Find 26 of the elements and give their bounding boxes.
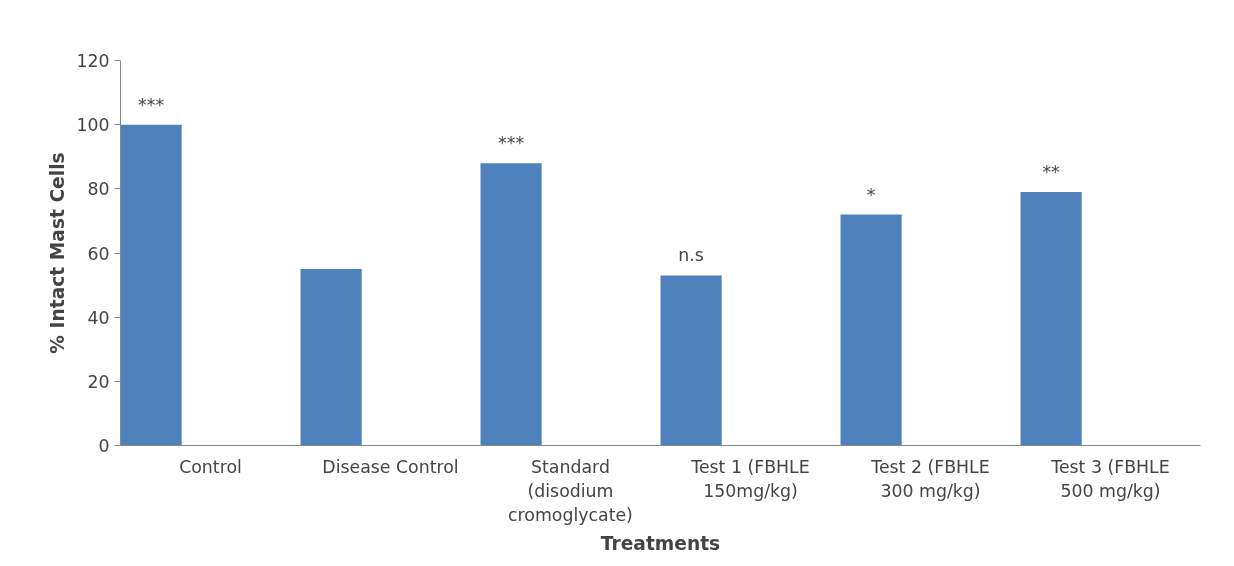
bar: [1020, 192, 1082, 446]
x-tick-label: Standard (disodium cromoglycate): [508, 456, 633, 525]
x-tick-label: Disease Control: [322, 456, 459, 477]
bar: [840, 214, 902, 446]
y-tick-label: 120: [76, 51, 110, 71]
x-tick-label: Test 3 (FBHLE 500 mg/kg): [1050, 456, 1170, 501]
data-label: *: [866, 184, 876, 205]
y-tick-label: 80: [87, 179, 110, 200]
x-tick-label: Test 2 (FBHLE 300 mg/kg): [870, 456, 990, 501]
x-tick-label: Test 1 (FBHLE 150mg/kg): [690, 456, 810, 501]
bar: [120, 124, 182, 446]
bar: [480, 163, 542, 446]
data-label: ***: [138, 94, 165, 115]
y-axis-title: % Intact Mast Cells: [47, 152, 69, 354]
y-tick-label: 60: [87, 243, 110, 264]
x-axis-title: Treatments: [600, 532, 721, 554]
y-tick-label: 100: [76, 115, 110, 136]
bar: [660, 275, 722, 446]
x-tick-label: Control: [179, 456, 242, 477]
y-tick-label: 40: [87, 307, 110, 328]
y-tick-label: 0: [98, 436, 110, 456]
data-label: **: [1042, 162, 1061, 183]
y-tick-label: 20: [87, 371, 110, 392]
data-label: n.s: [678, 245, 704, 266]
bar: [300, 269, 362, 446]
data-label: ***: [498, 133, 525, 154]
